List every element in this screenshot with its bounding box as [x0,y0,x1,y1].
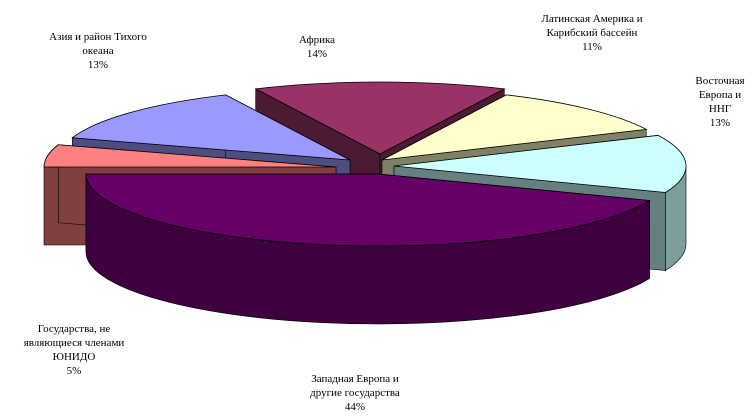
slice-top-nonmember [43,144,337,168]
label-nonmember-line2: являющиеся членами [23,337,125,349]
label-nonmember-pct: 5% [66,365,82,377]
slice-top-latam [381,94,648,161]
slice-top-asia [71,94,351,161]
label-eeurope-pct: 13% [709,117,731,129]
label-latam: Латинская Америка и Карибский бассейн 11… [502,12,682,54]
label-nonmember: Государства, не являющиеся членами ЮНИДО… [4,322,144,378]
label-weurope-line2: другие государства [310,387,400,399]
label-eeurope-line1: Восточная [695,75,745,87]
label-africa-pct: 14% [306,48,328,60]
label-latam-pct: 11% [582,41,602,53]
slice-top-weurope [85,173,651,247]
label-weurope-line1: Западная Европа и [311,373,399,385]
slice-weurope [85,173,651,325]
label-latam-line2: Карибский бассейн [546,27,638,39]
label-africa: Африка 14% [262,33,372,61]
label-nonmember-line3: ЮНИДО [52,351,96,363]
label-asia: Азия и район Тихого океана 13% [28,30,168,72]
slice-top-africa [254,81,506,155]
label-asia-line1: Азия и район Тихого [49,31,147,43]
label-weurope: Западная Европа и другие государства 44% [290,372,420,414]
label-asia-line2: океана [82,45,114,57]
slice-top-eeurope [393,134,687,193]
label-eeurope-line3: ННГ [708,103,732,115]
label-nonmember-line1: Государства, не [37,323,111,335]
label-eeurope: Восточная Европа и ННГ 13% [686,74,754,130]
label-eeurope-line2: Европа и [698,89,742,101]
label-asia-pct: 13% [87,59,109,71]
label-latam-line1: Латинская Америка и [541,13,643,25]
label-weurope-pct: 44% [344,401,366,413]
label-africa-name: Африка [298,34,336,46]
